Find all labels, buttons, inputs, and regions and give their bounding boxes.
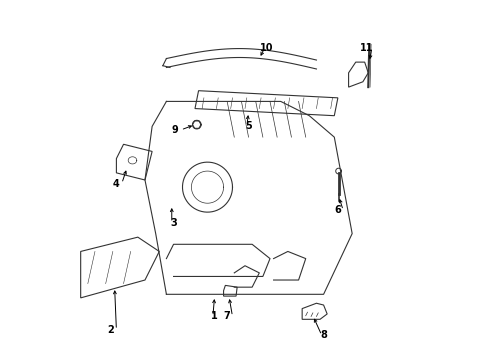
Text: 10: 10: [260, 43, 273, 53]
Text: 2: 2: [108, 325, 115, 335]
Text: 3: 3: [170, 218, 177, 228]
Text: 7: 7: [224, 311, 230, 321]
Text: 1: 1: [211, 311, 218, 321]
Text: 6: 6: [335, 205, 341, 215]
Text: 5: 5: [245, 121, 252, 131]
Text: 8: 8: [320, 330, 327, 341]
Text: 9: 9: [172, 125, 179, 135]
Text: 11: 11: [360, 43, 373, 53]
Text: 4: 4: [113, 179, 120, 189]
